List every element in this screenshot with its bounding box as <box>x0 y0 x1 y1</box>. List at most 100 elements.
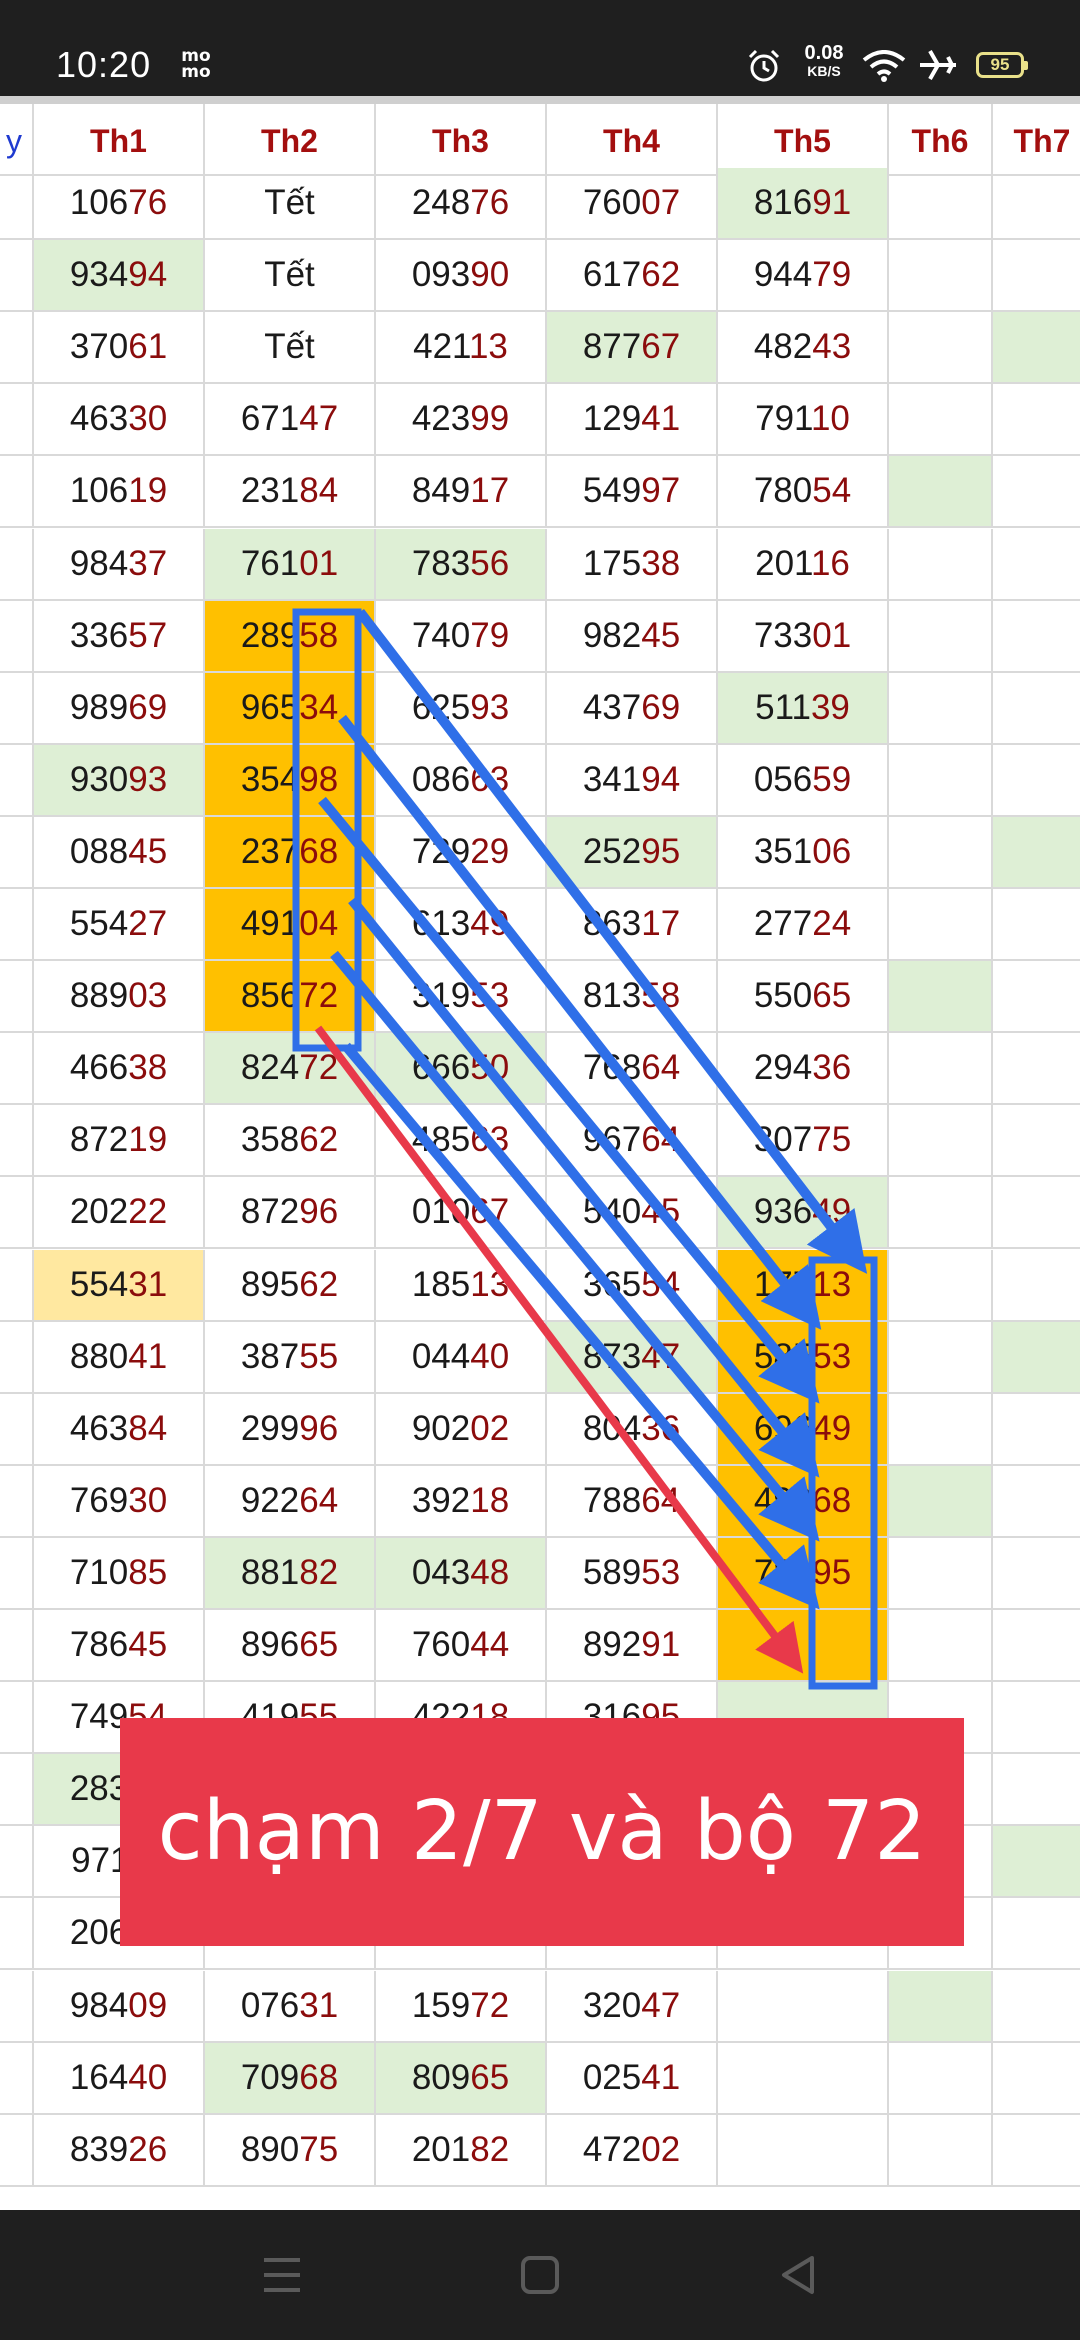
table-cell[interactable]: 87296 <box>205 1177 376 1250</box>
table-cell[interactable] <box>0 1682 34 1755</box>
table-cell[interactable] <box>889 889 993 961</box>
table-cell[interactable] <box>0 672 34 745</box>
table-cell[interactable] <box>889 456 993 529</box>
table-cell[interactable]: 01067 <box>376 1177 547 1250</box>
table-cell[interactable]: 08845 <box>34 816 205 889</box>
table-cell[interactable]: 76101 <box>205 528 376 601</box>
table-cell[interactable]: 43769 <box>547 672 718 745</box>
table-cell[interactable]: 55427 <box>34 889 205 961</box>
table-cell[interactable]: 16440 <box>34 2042 205 2115</box>
table-cell[interactable] <box>889 1249 993 1322</box>
table-cell[interactable] <box>0 1754 34 1827</box>
table-cell[interactable] <box>889 816 993 889</box>
table-cell[interactable]: 71085 <box>34 1537 205 1610</box>
table-cell[interactable]: 74079 <box>376 600 547 673</box>
table-cell[interactable]: 89665 <box>205 1610 376 1682</box>
table-cell[interactable]: 47202 <box>547 2114 718 2187</box>
table-cell[interactable]: 42399 <box>376 384 547 457</box>
table-cell[interactable]: 58553 <box>718 1321 889 1394</box>
table-cell[interactable]: 76007 <box>547 168 718 240</box>
table-cell[interactable] <box>718 2114 889 2187</box>
table-cell[interactable]: 61349 <box>376 889 547 961</box>
table-cell[interactable]: 78864 <box>547 1465 718 1538</box>
table-cell[interactable] <box>0 1970 34 2043</box>
table-cell[interactable] <box>889 1105 993 1178</box>
table-cell[interactable]: 20182 <box>376 2114 547 2187</box>
table-cell[interactable]: 76930 <box>34 1465 205 1538</box>
table-cell[interactable]: 83926 <box>34 2114 205 2187</box>
table-cell[interactable] <box>993 1826 1080 1899</box>
table-cell[interactable] <box>889 1898 993 1971</box>
table-cell[interactable]: 18513 <box>376 1249 547 1322</box>
table-cell[interactable]: 12941 <box>547 384 718 457</box>
table-cell[interactable] <box>889 384 993 457</box>
table-cell[interactable]: 10676 <box>34 168 205 240</box>
table-cell[interactable] <box>889 1465 993 1538</box>
table-cell[interactable]: 48563 <box>376 1105 547 1178</box>
table-cell[interactable] <box>993 1754 1080 1827</box>
table-cell[interactable]: 67147 <box>205 384 376 457</box>
table-cell[interactable] <box>889 961 993 1034</box>
table-cell[interactable] <box>889 240 993 313</box>
table-cell[interactable]: 27724 <box>718 889 889 961</box>
table-cell[interactable]: 88041 <box>34 1321 205 1394</box>
table-cell[interactable] <box>0 240 34 313</box>
table-cell[interactable]: 82472 <box>205 1033 376 1106</box>
table-cell[interactable]: 78356 <box>376 528 547 601</box>
table-cell[interactable]: 89291 <box>547 1610 718 1682</box>
table-cell[interactable] <box>0 744 34 817</box>
table-cell[interactable] <box>993 1538 1080 1610</box>
table-cell[interactable]: 55431 <box>34 1249 205 1322</box>
table-cell[interactable]: Tết <box>205 312 376 385</box>
table-cell[interactable]: 09390 <box>376 240 547 313</box>
table-cell[interactable] <box>889 600 993 673</box>
home-square-icon[interactable] <box>480 2210 600 2340</box>
table-cell[interactable] <box>718 1970 889 2043</box>
table-cell[interactable]: 48243 <box>718 312 889 385</box>
table-cell[interactable]: 58953 <box>547 1537 718 1610</box>
table-cell[interactable]: 80965 <box>376 2042 547 2115</box>
table-cell[interactable] <box>889 2114 993 2187</box>
table-cell[interactable]: 23184 <box>205 456 376 529</box>
table-cell[interactable]: 96534 <box>205 672 376 745</box>
table-cell[interactable] <box>993 961 1080 1034</box>
table-cell[interactable] <box>0 1610 34 1682</box>
table-cell[interactable]: 98437 <box>34 528 205 601</box>
table-cell[interactable]: 49968 <box>718 1465 889 1538</box>
table-cell[interactable] <box>0 1105 34 1178</box>
table-cell[interactable] <box>889 168 993 240</box>
table-cell[interactable] <box>0 456 34 529</box>
table-cell[interactable]: 72929 <box>376 816 547 889</box>
table-cell[interactable]: 37061 <box>34 312 205 385</box>
table-cell[interactable] <box>993 240 1080 313</box>
table-cell[interactable]: 05659 <box>718 744 889 817</box>
back-triangle-icon[interactable] <box>738 2210 858 2340</box>
table-cell[interactable]: 85672 <box>205 961 376 1034</box>
column-header[interactable]: Th5 <box>718 104 889 176</box>
table-cell[interactable] <box>889 1393 993 1466</box>
table-cell[interactable]: 73301 <box>718 600 889 673</box>
table-cell[interactable] <box>993 816 1080 889</box>
table-cell[interactable] <box>0 1465 34 1538</box>
table-cell[interactable]: 36554 <box>547 1249 718 1322</box>
table-cell[interactable] <box>889 672 993 745</box>
table-cell[interactable]: 38755 <box>205 1321 376 1394</box>
table-cell[interactable] <box>889 1321 993 1394</box>
table-cell[interactable]: 79110 <box>718 384 889 457</box>
table-cell[interactable]: 87767 <box>547 312 718 385</box>
table-cell[interactable]: 86317 <box>547 889 718 961</box>
table-cell[interactable] <box>0 961 34 1034</box>
table-cell[interactable]: 55065 <box>718 961 889 1034</box>
table-cell[interactable] <box>718 1610 889 1682</box>
table-cell[interactable]: 90202 <box>376 1393 547 1466</box>
table-cell[interactable] <box>0 1177 34 1250</box>
table-cell[interactable] <box>0 528 34 601</box>
table-cell[interactable] <box>993 1105 1080 1178</box>
table-cell[interactable] <box>889 744 993 817</box>
table-cell[interactable] <box>993 529 1080 601</box>
table-cell[interactable]: 35862 <box>205 1105 376 1178</box>
table-cell[interactable]: 66650 <box>376 1033 547 1106</box>
table-cell[interactable] <box>993 2043 1080 2115</box>
table-cell[interactable]: 61762 <box>547 240 718 313</box>
table-cell[interactable] <box>0 889 34 961</box>
